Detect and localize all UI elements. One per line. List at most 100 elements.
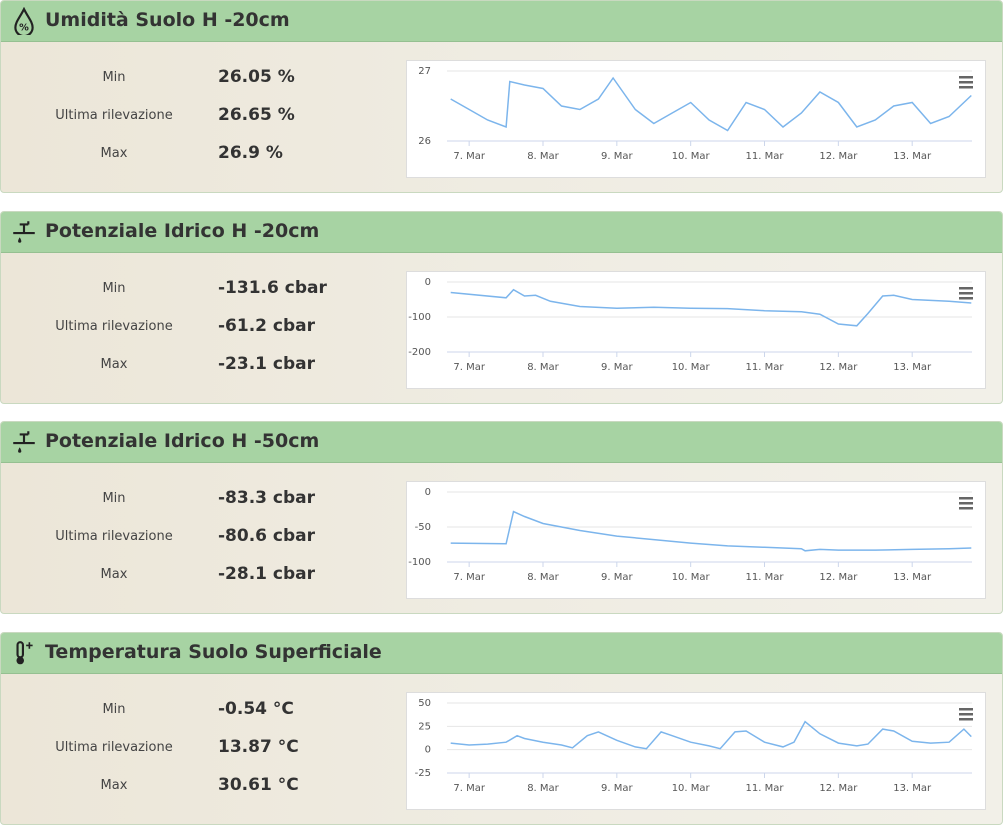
menu-bar xyxy=(959,502,973,505)
chart: 26 27 7. Mar 8. Mar 9. Mar 10. Mar 11. Mar 12. … xyxy=(406,60,986,178)
x-tick-label: 11. Mar xyxy=(746,362,785,373)
panel: Potenziale Idrico H -20cm Min -131.6 cbar U… xyxy=(0,211,1003,404)
x-tick-label: 10. Mar xyxy=(672,151,711,162)
y-tick-label: -50 xyxy=(415,522,431,533)
menu-bar xyxy=(959,718,973,721)
stat-label: Ultima rilevazione xyxy=(55,319,173,334)
x-tick-label: 9. Mar xyxy=(601,783,633,794)
x-tick-label: 11. Mar xyxy=(746,151,785,162)
chart: -100 -50 0 7. Mar 8. Mar 9. Mar 10. Mar 11. Mar… xyxy=(406,481,986,599)
stat-label: Min xyxy=(102,70,126,85)
menu-bar xyxy=(959,287,973,290)
svg-text:%: % xyxy=(19,23,29,34)
stat-label: Max xyxy=(100,146,128,161)
menu-bar xyxy=(959,497,973,500)
x-tick-label: 8. Mar xyxy=(527,151,559,162)
panel-header: % Umidità Suolo H -20cm xyxy=(1,1,1002,42)
panel-header: Temperatura Suolo Superficiale xyxy=(1,633,1002,674)
x-tick-label: 11. Mar xyxy=(746,572,785,583)
x-tick-label: 11. Mar xyxy=(746,783,785,794)
panel-header: Potenziale Idrico H -20cm xyxy=(1,212,1002,253)
x-tick-label: 7. Mar xyxy=(453,783,485,794)
chart: -25 0 25 50 7. Mar 8. Mar 9. Mar 10. Mar 11. Mar… xyxy=(406,692,986,810)
menu-bar xyxy=(959,713,973,716)
stat-value: 26.65 % xyxy=(218,105,295,125)
chart-menu[interactable] xyxy=(959,76,973,89)
stat-label: Ultima rilevazione xyxy=(55,108,173,123)
stat-value: 13.87 °C xyxy=(218,737,299,757)
menu-bar xyxy=(959,507,973,510)
x-tick-label: 10. Mar xyxy=(672,362,711,373)
panel-title: Potenziale Idrico H -20cm xyxy=(45,220,320,242)
stat-label: Max xyxy=(100,567,128,582)
y-tick-label: -200 xyxy=(408,347,431,358)
stat-label: Ultima rilevazione xyxy=(55,740,173,755)
chart-menu[interactable] xyxy=(959,708,973,721)
x-tick-label: 10. Mar xyxy=(672,783,711,794)
stat-label: Min xyxy=(102,491,126,506)
stat-value: 26.05 % xyxy=(218,67,295,87)
x-tick-label: 7. Mar xyxy=(453,572,485,583)
icon xyxy=(13,431,35,453)
stat-label: Max xyxy=(100,357,128,372)
x-tick-label: 7. Mar xyxy=(453,151,485,162)
y-tick-label: 0 xyxy=(425,277,431,288)
stat-value: -23.1 cbar xyxy=(218,354,316,374)
chart: -200 -100 0 7. Mar 8. Mar 9. Mar 10. Mar 11. Ma… xyxy=(406,271,986,389)
stat-value: -131.6 cbar xyxy=(218,278,327,298)
y-tick-label: -100 xyxy=(408,312,431,323)
y-tick-label: 25 xyxy=(418,721,431,732)
chart-menu[interactable] xyxy=(959,497,973,510)
y-tick-label: -100 xyxy=(408,557,431,568)
chart-menu[interactable] xyxy=(959,287,973,300)
y-tick-label: 26 xyxy=(418,136,431,147)
panel-title: Potenziale Idrico H -50cm xyxy=(45,430,320,452)
x-tick-label: 13. Mar xyxy=(893,151,932,162)
x-tick-label: 12. Mar xyxy=(819,572,858,583)
x-tick-label: 13. Mar xyxy=(893,572,932,583)
stat-label: Ultima rilevazione xyxy=(55,529,173,544)
icon: % xyxy=(14,7,34,35)
x-tick-label: 10. Mar xyxy=(672,572,711,583)
x-tick-label: 12. Mar xyxy=(819,362,858,373)
x-tick-label: 8. Mar xyxy=(527,783,559,794)
line-series xyxy=(450,510,972,552)
panel: % Umidità Suolo H -20cm Min 26.05 % Ultima r… xyxy=(0,0,1003,193)
menu-bar xyxy=(959,292,973,295)
panel-title: Temperatura Suolo Superficiale xyxy=(45,641,382,663)
y-tick-label: 0 xyxy=(425,745,431,756)
stat-value: -61.2 cbar xyxy=(218,316,316,336)
menu-bar xyxy=(959,86,973,89)
menu-bar xyxy=(959,76,973,79)
menu-bar xyxy=(959,81,973,84)
x-tick-label: 12. Mar xyxy=(819,783,858,794)
line-series xyxy=(450,288,972,327)
panel-header: Potenziale Idrico H -50cm xyxy=(1,422,1002,463)
y-tick-label: -25 xyxy=(415,768,431,779)
x-tick-label: 13. Mar xyxy=(893,362,932,373)
x-tick-label: 7. Mar xyxy=(453,362,485,373)
icon xyxy=(13,221,35,243)
x-tick-label: 9. Mar xyxy=(601,151,633,162)
y-tick-label: 27 xyxy=(418,66,431,77)
x-tick-label: 9. Mar xyxy=(601,362,633,373)
line-series xyxy=(450,76,972,132)
stat-label: Min xyxy=(102,702,126,717)
stat-value: 26.9 % xyxy=(218,143,283,163)
stat-value: -80.6 cbar xyxy=(218,526,316,546)
x-tick-label: 8. Mar xyxy=(527,572,559,583)
x-tick-label: 8. Mar xyxy=(527,362,559,373)
menu-bar xyxy=(959,708,973,711)
icon xyxy=(16,641,33,665)
panel-title: Umidità Suolo H -20cm xyxy=(45,9,290,31)
y-tick-label: 0 xyxy=(425,487,431,498)
x-tick-label: 13. Mar xyxy=(893,783,932,794)
line-series xyxy=(450,720,972,750)
stat-value: -83.3 cbar xyxy=(218,488,316,508)
stat-value: -0.54 °C xyxy=(218,699,294,719)
panel: Potenziale Idrico H -50cm Min -83.3 cbar Ul… xyxy=(0,421,1003,614)
y-tick-label: 50 xyxy=(418,698,431,709)
stat-label: Max xyxy=(100,778,128,793)
stat-label: Min xyxy=(102,281,126,296)
